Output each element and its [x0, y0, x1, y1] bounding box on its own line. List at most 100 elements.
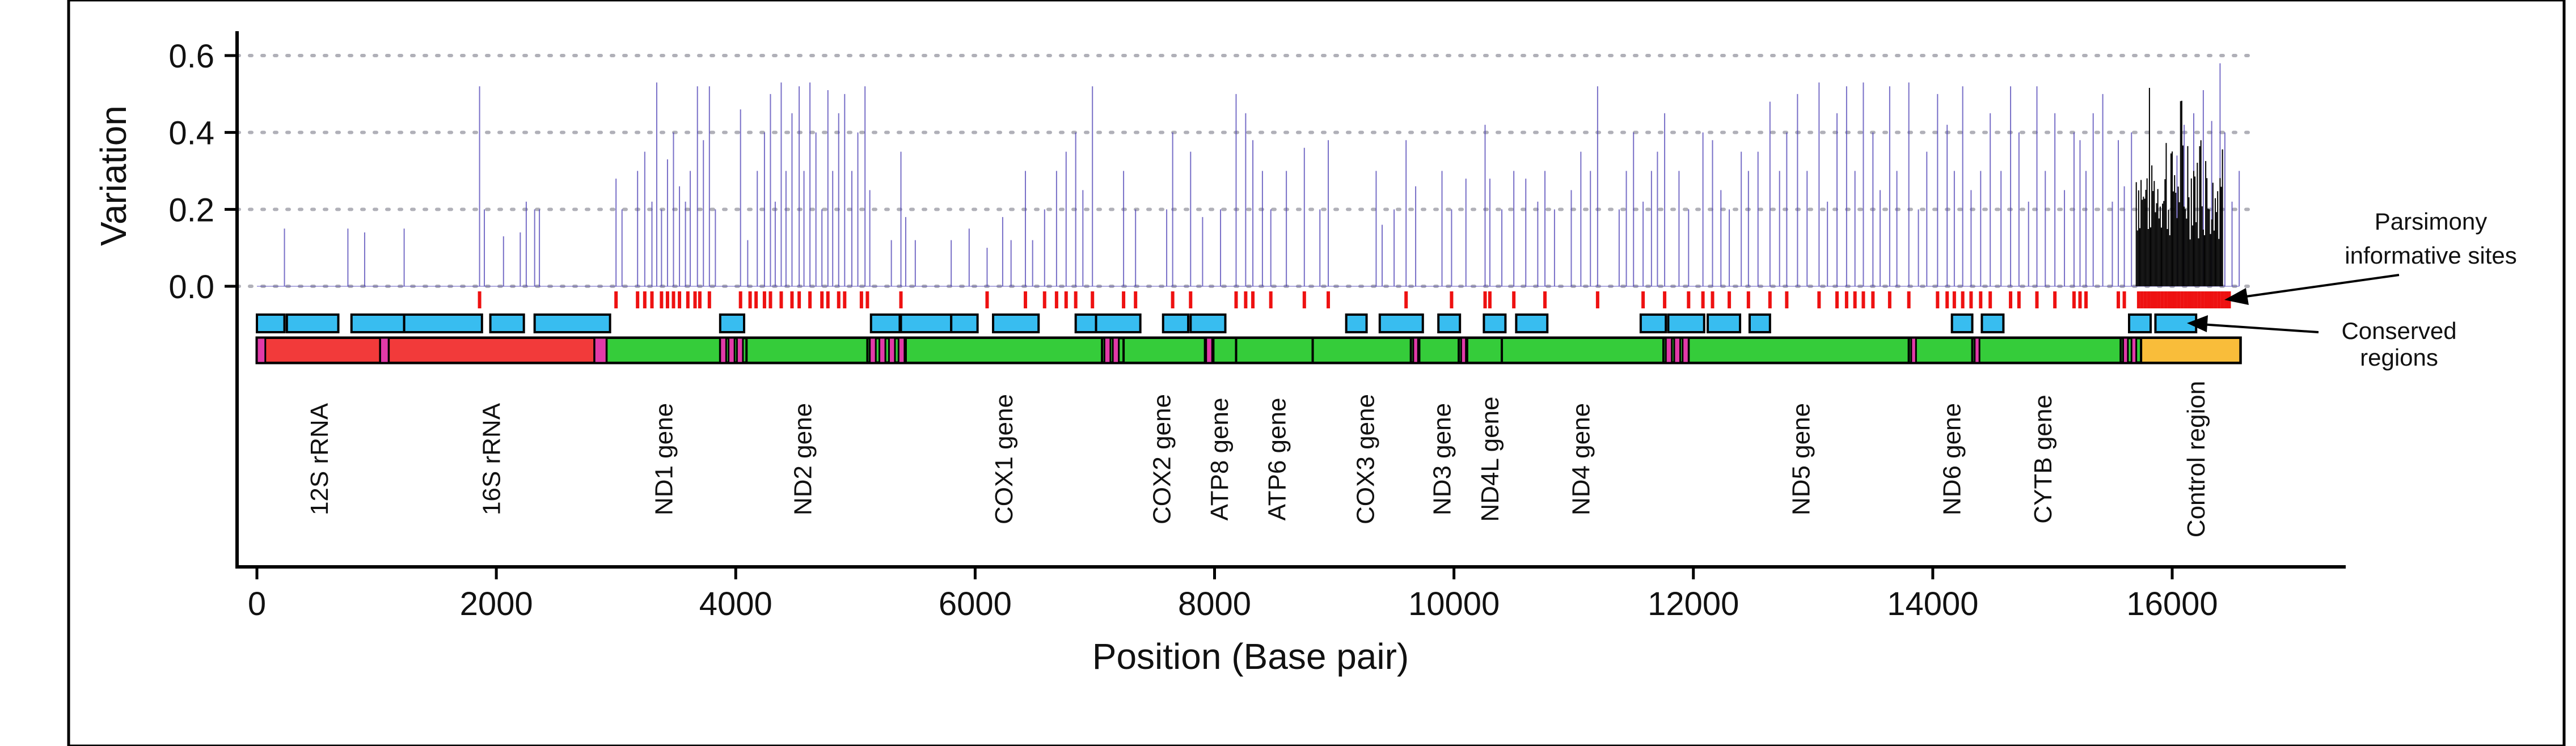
annotation-conserved-arrowhead: [2187, 315, 2208, 332]
parsimony-site: [643, 291, 647, 308]
parsimony-site: [2207, 291, 2211, 308]
parsimony-site: [478, 291, 482, 308]
annotation-parsimony-line2: informative sites: [2345, 242, 2516, 269]
parsimony-site: [1711, 291, 1714, 308]
conserved-region: [256, 313, 286, 333]
conserved-region: [1639, 313, 1667, 333]
x-tick-label: 0: [248, 586, 266, 622]
rrna-segment: [387, 337, 596, 364]
y-tick-label: 0.0: [168, 269, 214, 306]
trna-block: [2122, 337, 2129, 364]
parsimony-site: [826, 291, 830, 308]
y-tick-label: 0.6: [168, 38, 214, 75]
conserved-region: [350, 313, 406, 333]
parsimony-site: [1074, 291, 1078, 308]
annotation-conserved: Conserved regions: [2187, 315, 2457, 371]
trna-block: [1673, 337, 1682, 364]
parsimony-site: [1091, 291, 1095, 308]
parsimony-site: [636, 291, 640, 308]
trna-block: [736, 337, 744, 364]
conserved-regions: [256, 313, 2198, 333]
parsimony-site: [762, 291, 766, 308]
conserved-region: [1189, 313, 1227, 333]
conserved-region: [2128, 313, 2152, 333]
parsimony-site: [2153, 291, 2157, 308]
parsimony-site: [2170, 291, 2174, 308]
x-tick-label: 6000: [939, 586, 1012, 622]
parsimony-sites: [478, 291, 2231, 308]
gene-label: ND2 gene: [789, 403, 817, 515]
annotation-conserved-line2: regions: [2360, 344, 2438, 371]
parsimony-site: [1450, 291, 1454, 308]
gene-segment: [1311, 337, 1412, 364]
gene-label: ND3 gene: [1429, 403, 1456, 515]
annotation-parsimony-arrowhead: [2224, 288, 2249, 305]
gene-label: ND4 gene: [1567, 403, 1595, 515]
conserved-region: [1707, 313, 1742, 333]
parsimony-site: [865, 291, 869, 308]
parsimony-site: [2187, 291, 2191, 308]
parsimony-site: [808, 291, 812, 308]
trna-block: [1974, 337, 1980, 364]
figure-border: [67, 0, 2566, 746]
parsimony-site: [1746, 291, 1750, 308]
gene-segment: [1907, 337, 1974, 364]
conserved-region: [1074, 313, 1097, 333]
gene-label: 12S rRNA: [306, 402, 333, 515]
trna-block: [719, 337, 727, 364]
parsimony-site: [1817, 291, 1821, 308]
parsimony-site: [693, 291, 697, 308]
x-tick-label: 14000: [1887, 586, 1978, 622]
parsimony-site: [2122, 291, 2126, 308]
parsimony-site: [660, 291, 664, 308]
annotation-parsimony-arrow: [2229, 274, 2400, 300]
trna-block: [379, 337, 390, 364]
parsimony-site: [698, 291, 702, 308]
parsimony-site: [2150, 291, 2154, 308]
parsimony-site: [1663, 291, 1667, 308]
parsimony-site: [843, 291, 847, 308]
conserved-region: [900, 313, 953, 333]
gene-segment: [904, 337, 1104, 364]
conserved-region: [1437, 313, 1462, 333]
gene-label: COX3 gene: [1352, 394, 1379, 524]
parsimony-site: [2160, 291, 2164, 308]
parsimony-site: [2164, 291, 2168, 308]
annotation-conserved-line1: Conserved: [2341, 317, 2456, 344]
conserved-region: [1483, 313, 1507, 333]
x-tick-label: 12000: [1648, 586, 1739, 622]
x-tick-label: 16000: [2126, 586, 2218, 622]
parsimony-site: [1122, 291, 1126, 308]
parsimony-site: [2053, 291, 2057, 308]
trna-block: [879, 337, 886, 364]
parsimony-site: [1728, 291, 1732, 308]
parsimony-site: [1785, 291, 1789, 308]
parsimony-site: [1042, 291, 1046, 308]
parsimony-site: [1189, 291, 1193, 308]
conserved-region: [1748, 313, 1771, 333]
parsimony-site: [1961, 291, 1965, 308]
annotation-parsimony: Parsimony informative sites: [2224, 208, 2517, 305]
trna-block: [1205, 337, 1213, 364]
trna-block: [2130, 337, 2138, 364]
parsimony-site: [2140, 291, 2144, 308]
gene-segment: [745, 337, 869, 364]
gene-segment: [1212, 337, 1238, 364]
parsimony-site: [2084, 291, 2088, 308]
parsimony-site: [837, 291, 841, 308]
parsimony-site: [1701, 291, 1705, 308]
parsimony-site: [1234, 291, 1238, 308]
gene-segment: [1501, 337, 1665, 364]
x-axis-label: Position (Base pair): [1092, 636, 1409, 677]
parsimony-site: [1483, 291, 1487, 308]
parsimony-site: [2173, 291, 2177, 308]
parsimony-site: [1871, 291, 1875, 308]
conserved-region: [403, 313, 483, 333]
conserved-region: [1980, 313, 2005, 333]
axes: [235, 31, 2346, 569]
parsimony-site: [1768, 291, 1772, 308]
parsimony-site: [797, 291, 801, 308]
parsimony-site: [2177, 291, 2181, 308]
trna-block: [1910, 337, 1917, 364]
